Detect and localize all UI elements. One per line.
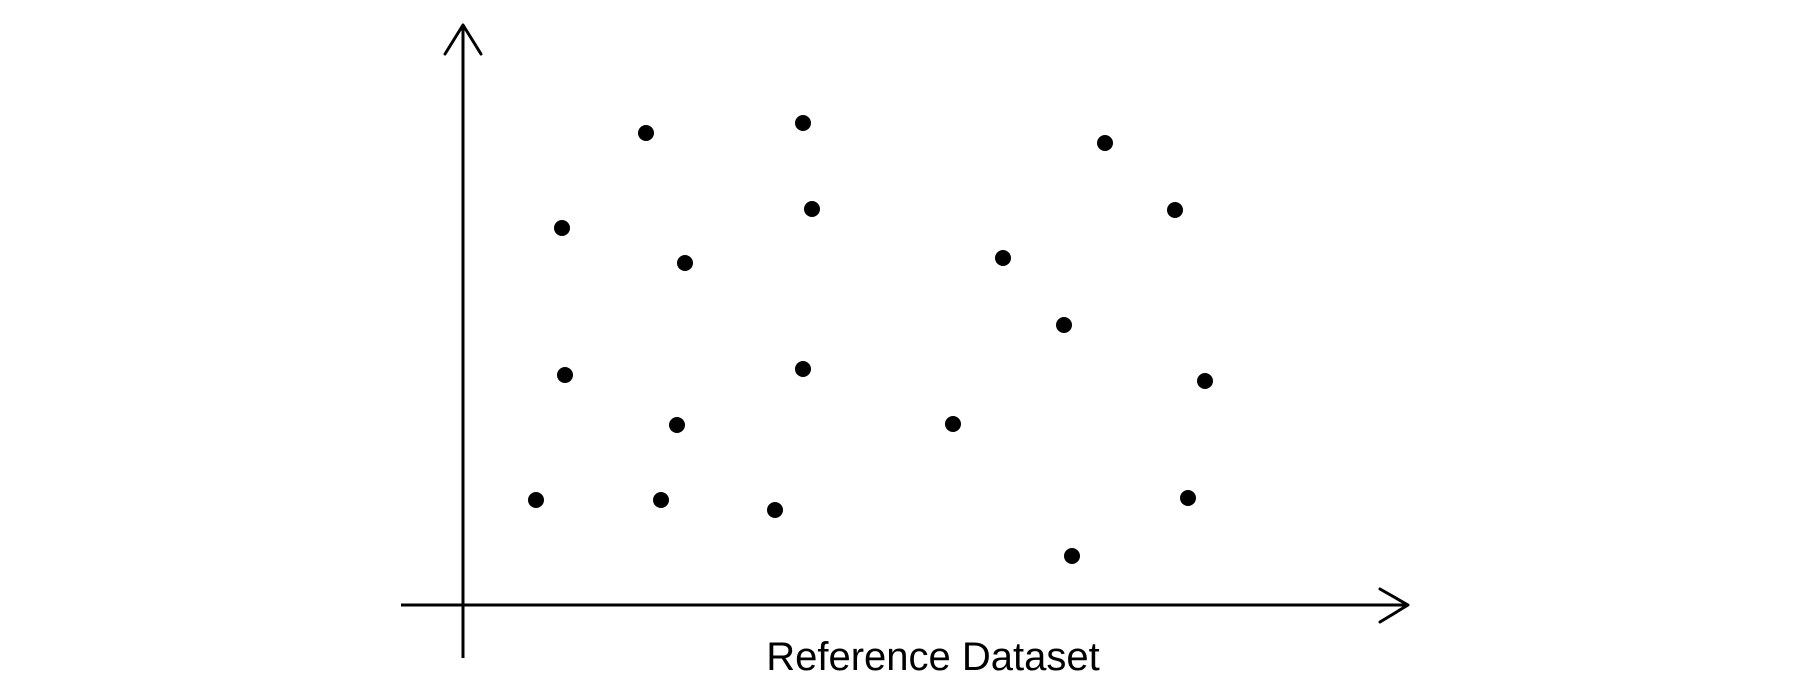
data-point-16	[1097, 135, 1113, 151]
data-point-12	[945, 416, 961, 432]
data-point-7	[677, 255, 693, 271]
data-point-4	[638, 125, 654, 141]
axes	[401, 23, 1410, 658]
data-point-2	[554, 220, 570, 236]
x-axis-arrowhead	[1378, 587, 1410, 624]
data-point-3	[557, 367, 573, 383]
y-axis-arrowhead	[443, 23, 483, 56]
data-point-6	[669, 417, 685, 433]
data-point-5	[653, 492, 669, 508]
data-point-11	[804, 201, 820, 217]
data-point-13	[995, 250, 1011, 266]
data-point-9	[795, 361, 811, 377]
data-point-15	[1064, 548, 1080, 564]
data-point-10	[795, 115, 811, 131]
data-points	[528, 115, 1213, 564]
data-point-1	[528, 492, 544, 508]
data-point-14	[1056, 317, 1072, 333]
data-point-8	[767, 502, 783, 518]
data-point-19	[1197, 373, 1213, 389]
x-axis-label: Reference Dataset	[766, 635, 1100, 679]
data-point-17	[1167, 202, 1183, 218]
data-point-18	[1180, 490, 1196, 506]
